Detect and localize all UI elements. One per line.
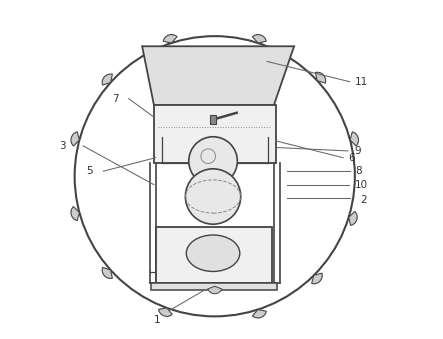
- Text: 5: 5: [86, 166, 93, 176]
- Wedge shape: [311, 273, 322, 284]
- Text: 11: 11: [355, 77, 368, 87]
- Bar: [210, 116, 216, 124]
- Text: 9: 9: [355, 146, 361, 156]
- Wedge shape: [315, 72, 326, 83]
- Text: 1: 1: [154, 315, 161, 325]
- Wedge shape: [159, 308, 172, 316]
- Ellipse shape: [187, 235, 240, 272]
- Bar: [151, 283, 277, 290]
- Wedge shape: [71, 132, 79, 146]
- Text: 3: 3: [59, 141, 66, 151]
- Wedge shape: [71, 206, 79, 221]
- Text: 10: 10: [355, 180, 368, 190]
- Wedge shape: [102, 267, 113, 278]
- Polygon shape: [142, 46, 294, 105]
- Bar: [154, 105, 276, 163]
- Wedge shape: [208, 286, 222, 294]
- Text: 7: 7: [112, 94, 119, 104]
- Wedge shape: [253, 310, 266, 318]
- Wedge shape: [253, 35, 266, 43]
- Text: 2: 2: [360, 195, 366, 205]
- Circle shape: [185, 169, 241, 224]
- Wedge shape: [349, 212, 357, 225]
- Wedge shape: [350, 132, 358, 146]
- Text: 6: 6: [348, 153, 355, 163]
- Bar: [155, 227, 272, 283]
- Wedge shape: [102, 74, 113, 85]
- Text: 8: 8: [355, 166, 361, 176]
- Circle shape: [189, 137, 237, 185]
- Wedge shape: [163, 35, 177, 43]
